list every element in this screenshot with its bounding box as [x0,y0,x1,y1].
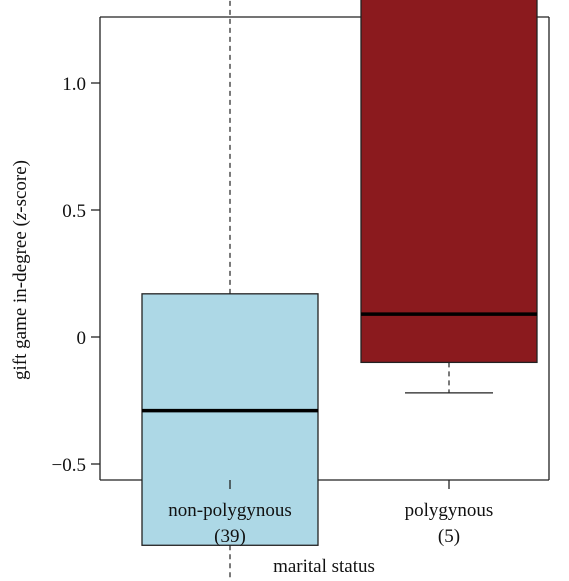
y-tick-label: −0.5 [52,455,86,476]
boxes [141,0,538,581]
iqr-box [360,0,538,364]
x-tick-count-label: (39) [214,526,246,547]
y-axis-title-part: gift game in-degree ( [10,220,31,380]
y-axis-title: gift game in-degree (z-score) [10,160,31,380]
x-tick-label: non-polygynous [168,500,292,521]
x-axis: non-polygynous (39) polygynous (5) [168,480,493,547]
y-tick-label: 0 [77,328,87,349]
x-tick-count-label: (5) [438,526,460,547]
x-tick-label: polygynous [405,500,494,521]
y-axis-title-part: z [10,212,31,221]
y-tick-label: 1.0 [62,74,86,95]
box-group [360,0,538,394]
iqr-box [141,293,319,546]
y-tick-label: 0.5 [62,201,86,222]
x-axis-title: marital status [273,556,375,577]
y-axis: 2.52.01.51.00.50−0.5−1.0 [52,74,100,476]
box-group [141,0,319,581]
y-axis-title-part: -score) [10,160,31,213]
